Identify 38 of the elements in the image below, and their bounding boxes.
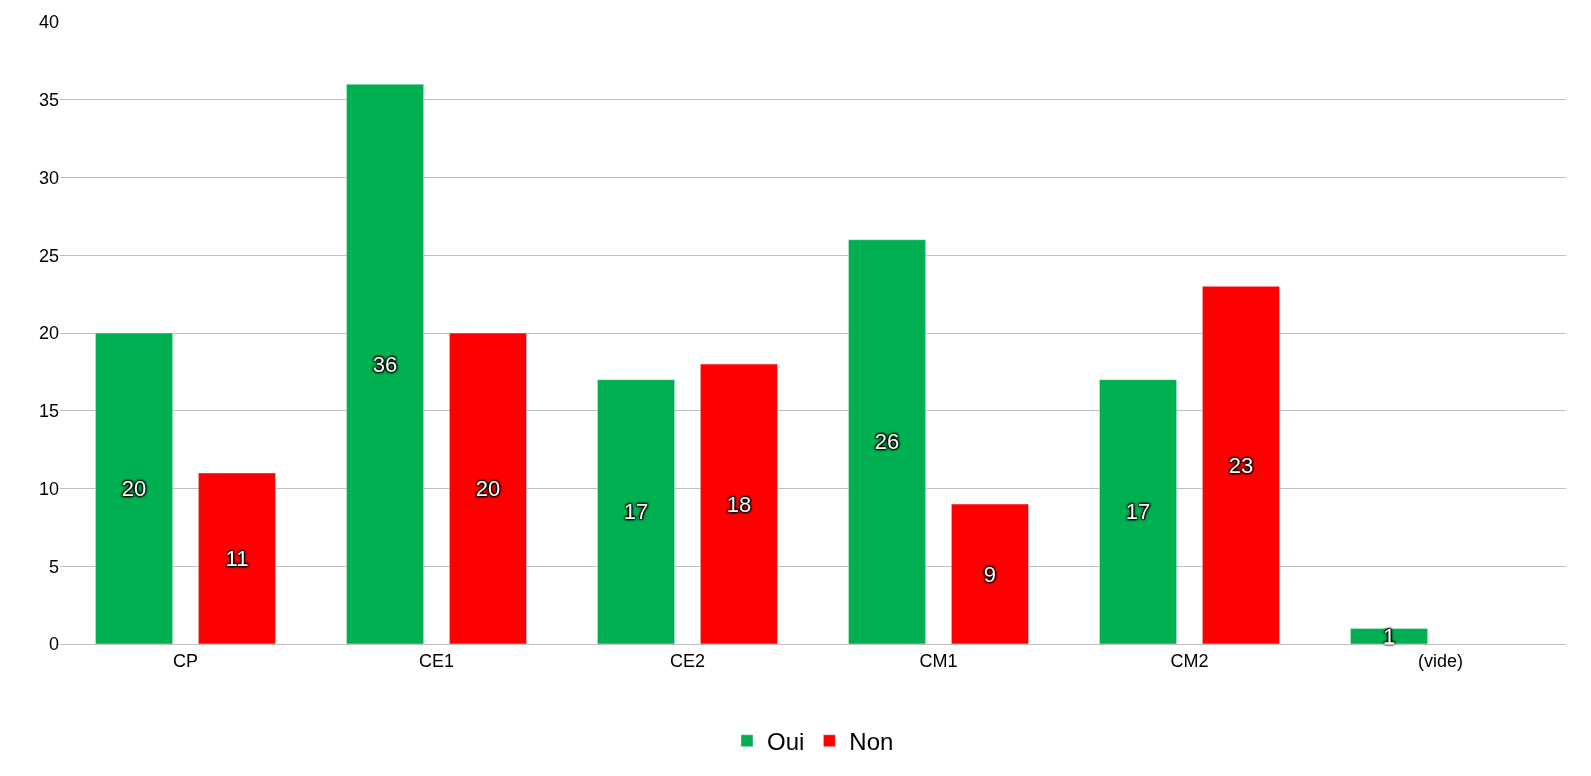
y-tick-label: 5: [48, 556, 59, 577]
bar: [597, 379, 675, 644]
bar: [700, 363, 778, 644]
y-tick-label: 40: [38, 12, 59, 33]
y-tick-label: 10: [38, 478, 59, 499]
y-tick-label: 35: [38, 90, 59, 111]
data-label: 17: [623, 499, 649, 525]
legend-label: Non: [849, 728, 894, 756]
x-tick-label: CM1: [919, 650, 958, 671]
data-label: 17: [1125, 499, 1151, 525]
x-tick-label: CP: [172, 650, 199, 671]
y-tick-label: 30: [38, 167, 59, 188]
data-label: 18: [726, 491, 752, 517]
y-tick-label: 20: [38, 323, 59, 344]
bar: [1202, 286, 1280, 644]
data-label: 9: [983, 561, 997, 587]
bar: [848, 239, 926, 644]
x-tick-label: CE1: [418, 650, 455, 671]
bar: [1099, 379, 1177, 644]
bar: [198, 472, 276, 644]
x-tick-label: CM2: [1170, 650, 1209, 671]
bar: [449, 332, 527, 644]
y-tick-label: 15: [38, 401, 59, 422]
x-tick-label: (vide): [1417, 650, 1464, 671]
x-tick-label: CE2: [669, 650, 706, 671]
data-label: 20: [121, 476, 147, 501]
data-label: 23: [1228, 452, 1254, 478]
data-label: 11: [225, 545, 249, 571]
bar: [951, 503, 1029, 644]
data-label: 1: [1382, 623, 1396, 649]
data-label: 26: [874, 429, 900, 455]
data-label: 20: [475, 476, 501, 501]
y-tick-label: 25: [38, 245, 59, 266]
legend-label: Oui: [767, 728, 805, 756]
data-label: 36: [372, 351, 398, 377]
bar: [346, 83, 424, 644]
bar: [95, 332, 173, 644]
y-tick-label: 0: [48, 634, 59, 655]
